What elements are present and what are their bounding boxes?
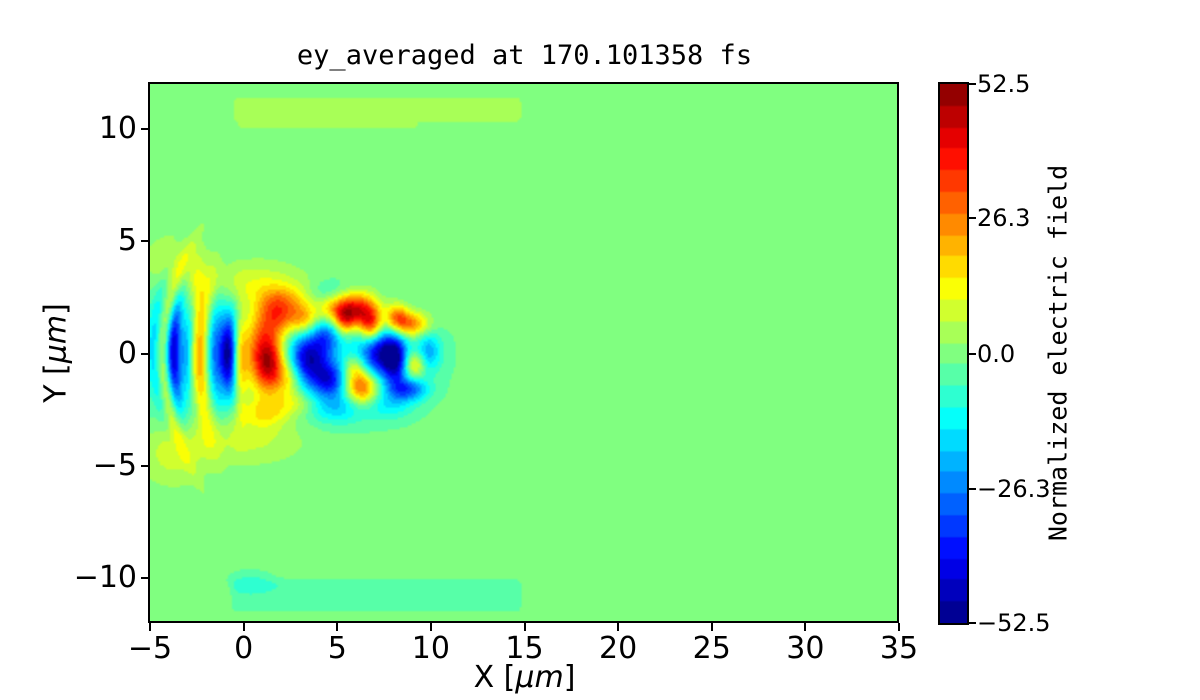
x-tick-label: 35 (879, 631, 919, 666)
colorbar-tick-label: −52.5 (977, 609, 1051, 637)
colorbar-tick-mark (969, 622, 976, 624)
x-tick-mark (710, 623, 713, 631)
x-tick-label: −5 (127, 631, 173, 666)
x-tick-label: 5 (327, 631, 347, 666)
x-axis-unit: μm (515, 660, 564, 695)
colorbar-tick-label: 0.0 (977, 339, 1016, 368)
y-tick-label: −10 (73, 559, 137, 595)
y-tick-mark (141, 352, 149, 355)
y-tick-label: 5 (117, 223, 137, 259)
colorbar-tick-label: 26.3 (977, 204, 1031, 233)
y-axis-unit: μm (38, 314, 74, 364)
y-tick-label: −5 (92, 447, 137, 483)
y-tick-mark (141, 240, 149, 243)
plot-title: ey_averaged at 170.101358 fs (296, 40, 753, 71)
x-tick-mark (429, 623, 432, 631)
heatmap-canvas (150, 84, 899, 623)
x-tick-mark (242, 623, 245, 631)
x-tick-mark (617, 623, 620, 631)
x-tick-label: 10 (411, 631, 450, 666)
y-axis-label-post: ] (38, 303, 74, 315)
x-tick-mark (898, 623, 900, 631)
y-axis-label-pre: Y [ (38, 363, 74, 403)
x-tick-mark (149, 623, 151, 631)
colorbar-label: Normalized electric field (1043, 164, 1073, 542)
y-axis-label: Y [μm] (39, 303, 74, 403)
x-axis-label: X [μm] (150, 660, 899, 695)
x-tick-label: 20 (599, 631, 638, 666)
x-tick-label: 15 (505, 631, 544, 666)
x-tick-label: 30 (786, 631, 825, 666)
x-tick-mark (336, 623, 339, 631)
y-tick-mark (141, 464, 149, 467)
x-tick-mark (804, 623, 807, 631)
colorbar-tick-mark (969, 83, 976, 85)
x-axis-label-post: ] (563, 660, 576, 695)
colorbar-canvas (940, 84, 967, 623)
x-tick-label: 25 (692, 631, 731, 666)
x-axis-label-pre: X [ (473, 660, 516, 695)
colorbar-tick-mark (969, 487, 976, 490)
colorbar-tick-label: −26.3 (977, 474, 1051, 503)
colorbar-tick-mark (969, 352, 976, 355)
y-tick-label: 10 (98, 110, 137, 146)
colorbar-tick-label: 52.5 (977, 70, 1031, 98)
y-tick-mark (141, 577, 149, 580)
x-tick-label: 0 (234, 631, 254, 666)
y-tick-mark (141, 127, 149, 130)
y-tick-label: 0 (117, 335, 137, 371)
colorbar-tick-mark (969, 217, 976, 220)
x-tick-mark (523, 623, 526, 631)
